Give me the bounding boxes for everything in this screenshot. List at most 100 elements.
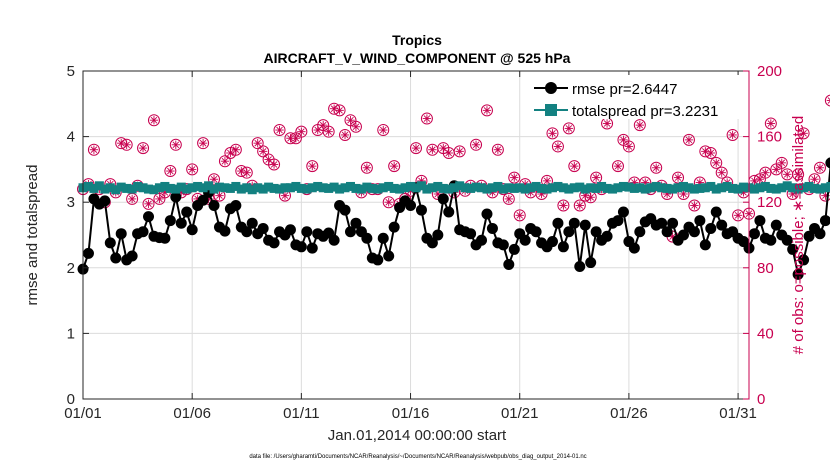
rmse-point	[137, 226, 149, 238]
totalspread-point	[651, 181, 661, 191]
obs-possible-point	[251, 137, 264, 150]
obs-possible-point	[573, 199, 586, 212]
obs-assimilated-point	[411, 143, 421, 153]
obs-assimilated-point	[515, 211, 524, 220]
totalspread-point	[329, 182, 339, 192]
rmse-point	[557, 241, 569, 253]
rmse-point	[104, 237, 116, 249]
totalspread-point	[810, 183, 820, 193]
obs-possible-point	[420, 112, 433, 125]
y-right-tick-label: 0	[757, 391, 765, 408]
obs-possible-point	[764, 117, 777, 130]
rmse-point	[770, 219, 782, 231]
rmse-point	[465, 228, 477, 240]
totalspread-point	[105, 183, 115, 193]
rmse-point	[175, 217, 187, 229]
obs-possible-point	[339, 128, 352, 141]
rmse-point	[765, 234, 777, 246]
totalspread-point	[356, 184, 366, 194]
obs-assimilated-point	[308, 161, 317, 171]
obs-possible-point	[453, 145, 466, 158]
rmse-point	[115, 228, 127, 240]
obs-assimilated-point	[286, 134, 295, 143]
totalspread-point	[591, 183, 601, 193]
totalspread-point	[662, 183, 672, 193]
totalspread-point	[182, 184, 192, 194]
rmse-point	[481, 208, 493, 220]
totalspread-point	[193, 181, 203, 191]
obs-assimilated-point	[422, 114, 432, 123]
rmse-point	[688, 226, 700, 238]
obs-possible-point	[508, 171, 521, 184]
totalspread-point	[171, 184, 181, 194]
totalspread-point	[220, 183, 230, 193]
obs-possible-point	[546, 127, 559, 140]
obs-possible-point	[295, 125, 308, 138]
totalspread-point	[460, 183, 470, 193]
obs-assimilated-point	[155, 194, 164, 204]
totalspread-point	[438, 183, 448, 193]
rmse-point	[819, 215, 830, 227]
obs-possible-point	[268, 158, 281, 171]
rmse-point	[246, 217, 258, 229]
obs-assimilated-point	[269, 160, 279, 169]
x-tick-label: 01/26	[610, 405, 648, 422]
x-tick-label: 01/06	[173, 405, 211, 422]
obs-assimilated-point	[591, 173, 601, 182]
totalspread-point	[804, 181, 814, 191]
obs-assimilated-point	[772, 165, 781, 174]
totalspread-point	[455, 181, 465, 191]
y-right-tick-label: 40	[757, 325, 774, 342]
totalspread-point	[760, 181, 770, 191]
obs-assimilated-point	[231, 145, 241, 154]
totalspread-point	[564, 184, 574, 194]
totalspread-point	[144, 184, 154, 194]
totalspread-point	[411, 183, 421, 193]
obs-assimilated-point	[783, 170, 792, 179]
totalspread-point	[471, 182, 481, 192]
y-tick-label: 0	[67, 391, 75, 408]
obs-possible-point	[491, 143, 504, 156]
rmse-point	[519, 234, 531, 246]
x-tick-label: 01/11	[283, 405, 319, 422]
obs-assimilated-point	[542, 176, 552, 186]
rmse-point	[748, 228, 760, 240]
totalspread-point	[657, 183, 667, 193]
rmse-point	[170, 191, 182, 203]
totalspread-point	[815, 184, 825, 194]
totalspread-point	[520, 184, 530, 194]
obs-assimilated-point	[439, 143, 448, 153]
plot-area	[83, 71, 749, 399]
obs-assimilated-point	[717, 168, 726, 177]
totalspread-point	[275, 184, 285, 194]
chart-subtitle: AIRCRAFT_V_WIND_COMPONENT @ 525 hPa	[264, 50, 571, 66]
totalspread-point	[433, 181, 443, 191]
obs-assimilated-point	[564, 124, 574, 133]
obs-assimilated-point	[384, 198, 393, 207]
obs-assimilated-point	[553, 142, 563, 151]
rmse-point	[617, 206, 629, 218]
rmse-point	[164, 215, 176, 227]
rmse-point	[508, 243, 520, 255]
totalspread-point	[83, 181, 93, 191]
obs-possible-point	[551, 140, 564, 153]
totalspread-point	[100, 184, 110, 194]
totalspread-point	[384, 181, 394, 191]
rmse-point	[574, 260, 586, 272]
rmse-point	[585, 257, 597, 269]
totalspread-point	[351, 183, 361, 193]
totalspread-point	[285, 183, 295, 193]
obs-assimilated-point	[122, 140, 131, 149]
obs-assimilated-point	[138, 143, 148, 153]
obs-assimilated-point	[346, 116, 355, 125]
totalspread-point	[225, 183, 235, 193]
totalspread-point	[749, 184, 759, 194]
totalspread-point	[247, 185, 257, 195]
totalspread-point	[466, 183, 476, 193]
obs-assimilated-point	[766, 119, 776, 128]
y-right-tick-label: 200	[757, 63, 782, 80]
totalspread-point	[569, 183, 579, 193]
obs-assimilated-point	[701, 147, 710, 156]
totalspread-point	[307, 183, 317, 193]
totalspread-point	[826, 181, 830, 191]
